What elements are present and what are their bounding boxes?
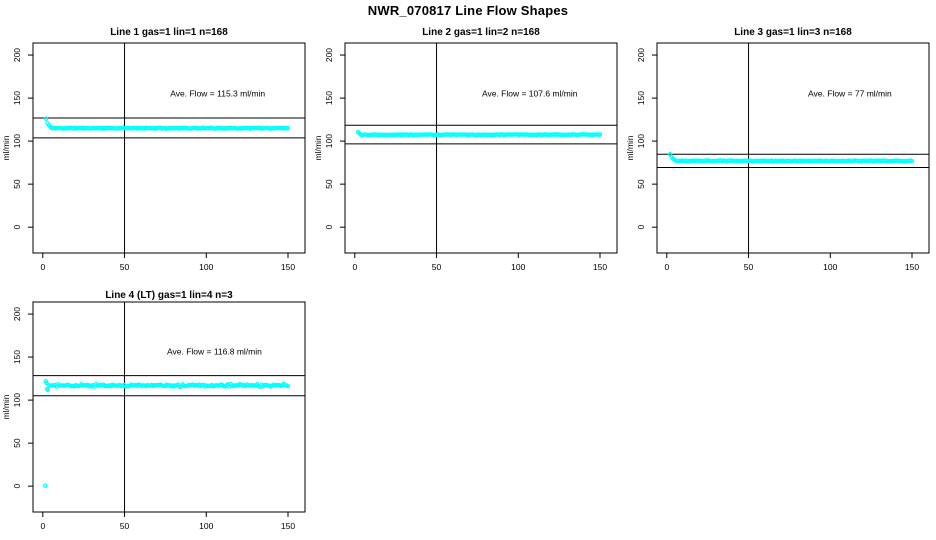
data-points [43, 378, 291, 488]
x-tick-label: 150 [593, 262, 607, 272]
y-axis-label: ml/min [1, 394, 11, 419]
avg-flow-label: Ave. Flow = 116.8 ml/min [167, 347, 262, 357]
data-points [43, 116, 291, 131]
x-tick-label: 100 [511, 262, 525, 272]
y-tick-label: 150 [636, 91, 646, 105]
y-tick-label: 0 [12, 225, 22, 230]
avg-flow-label: Ave. Flow = 115.3 ml/min [170, 88, 265, 98]
panel-line-4-chart: Line 4 (LT) gas=1 lin=4 n=3 0 50 100 150 0 50 1… [1, 290, 306, 531]
x-tick-label: 150 [281, 521, 295, 531]
avg-flow-label: Ave. Flow = 107.6 ml/min [482, 88, 578, 98]
y-axis-label: ml/min [1, 135, 11, 160]
x-tick-label: 0 [40, 262, 45, 272]
y-tick-label: 200 [324, 48, 334, 62]
x-tick-label: 150 [905, 262, 919, 272]
y-axis-label: ml/min [313, 135, 323, 160]
y-tick-label: 50 [324, 179, 334, 189]
x-tick-label: 100 [199, 262, 213, 272]
y-tick-label: 200 [12, 307, 22, 321]
x-tick-label: 0 [664, 262, 669, 272]
y-axis-label: ml/min [625, 135, 635, 160]
y-tick-label: 0 [636, 225, 646, 230]
avg-flow-label: Ave. Flow = 77 ml/min [808, 88, 892, 98]
y-tick-label: 0 [324, 225, 334, 230]
y-tick-label: 50 [12, 438, 22, 448]
panel-title: Line 2 gas=1 lin=2 n=168 [422, 27, 540, 38]
y-tick-label: 100 [12, 134, 22, 148]
x-tick-label: 100 [823, 262, 837, 272]
x-tick-label: 50 [120, 262, 130, 272]
x-tick-label: 0 [352, 262, 357, 272]
y-tick-label: 50 [636, 179, 646, 189]
y-tick-label: 150 [324, 91, 334, 105]
panel-title: Line 3 gas=1 lin=3 n=168 [734, 27, 852, 38]
x-tick-label: 150 [281, 262, 295, 272]
x-tick-label: 0 [40, 521, 45, 531]
panel-line-1-chart: Line 1 gas=1 lin=1 n=168 0 50 100 150 0 50 100 1… [1, 27, 306, 272]
y-tick-label: 100 [12, 393, 22, 407]
panel-title: Line 1 gas=1 lin=1 n=168 [110, 27, 228, 38]
y-tick-label: 50 [12, 179, 22, 189]
y-tick-label: 150 [12, 350, 22, 364]
y-tick-label: 100 [324, 134, 334, 148]
y-tick-label: 200 [12, 48, 22, 62]
panel-title: Line 4 (LT) gas=1 lin=4 n=3 [105, 290, 233, 301]
data-points [667, 151, 915, 164]
x-tick-label: 50 [744, 262, 754, 272]
panel-line-3-chart: Line 3 gas=1 lin=3 n=168 0 50 100 150 0 50 100 1… [625, 27, 930, 272]
x-tick-label: 100 [199, 521, 213, 531]
y-tick-label: 150 [12, 91, 22, 105]
y-tick-label: 100 [636, 134, 646, 148]
panel-line-2-chart: Line 2 gas=1 lin=2 n=168 0 50 100 150 0 50 100 1… [313, 27, 618, 272]
main-title: NWR_070817 Line Flow Shapes [367, 3, 569, 18]
y-tick-label: 200 [636, 48, 646, 62]
data-points [355, 129, 603, 138]
y-tick-label: 0 [12, 484, 22, 489]
x-tick-label: 50 [432, 262, 442, 272]
x-tick-label: 50 [120, 521, 130, 531]
